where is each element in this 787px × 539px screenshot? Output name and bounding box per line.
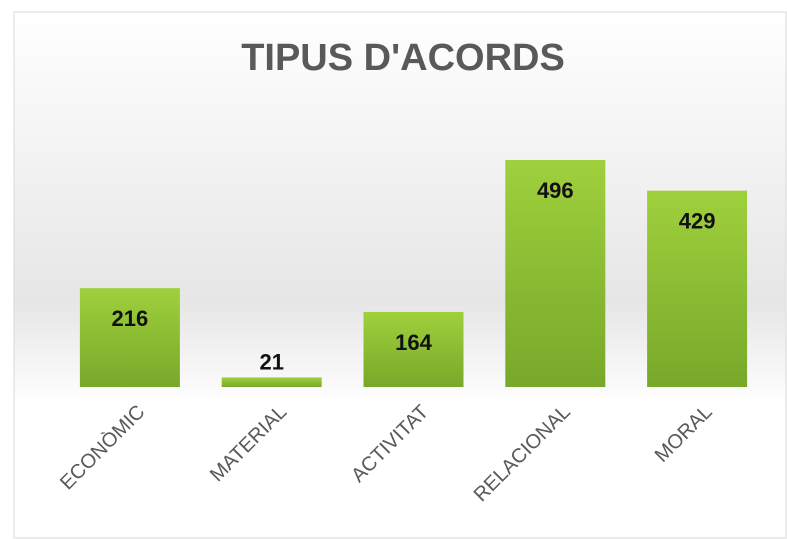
bar [505, 160, 606, 387]
bar [79, 288, 180, 387]
bar [363, 311, 464, 387]
bar [221, 377, 322, 387]
bar [647, 190, 748, 387]
data-label: 216 [112, 306, 149, 331]
data-label: 429 [679, 209, 716, 234]
data-label: 21 [259, 349, 283, 374]
data-label: 164 [395, 330, 432, 355]
data-label: 496 [537, 178, 574, 203]
chart-title: TIPUS D'ACORDS [241, 37, 565, 79]
